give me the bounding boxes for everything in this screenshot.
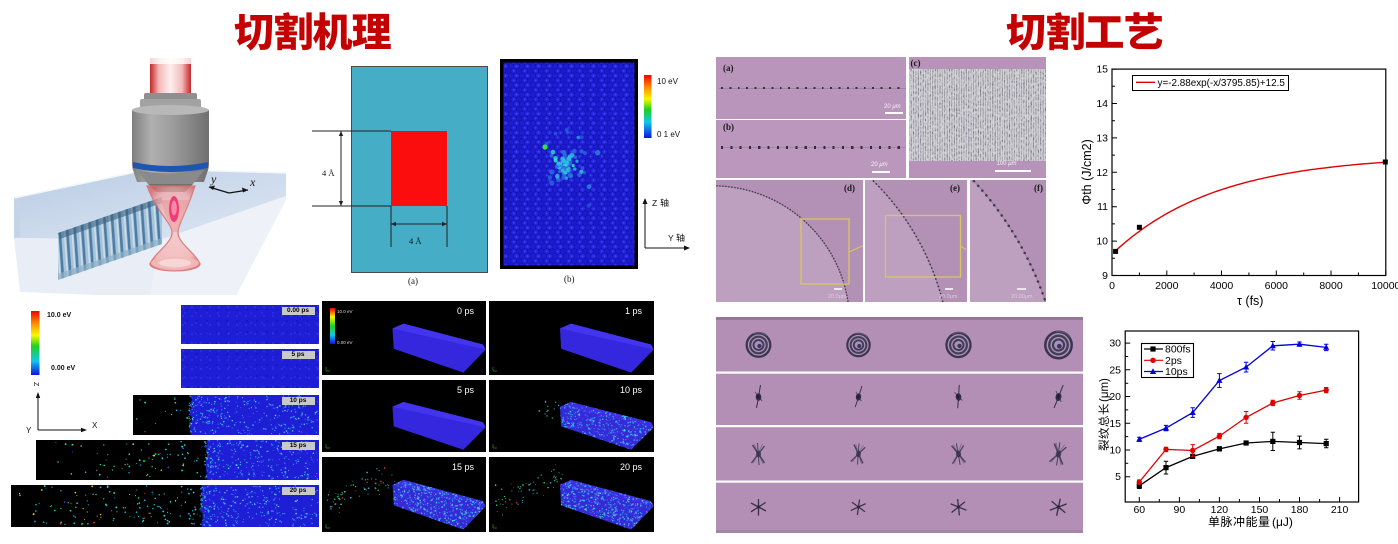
svg-text:60: 60 [1133,504,1145,516]
svg-text:20.00μm: 20.00μm [1011,294,1033,300]
svg-text:(d): (d) [844,183,855,193]
svg-text:Φth (J/cm2): Φth (J/cm2) [1080,139,1094,205]
svg-text:6000: 6000 [1265,280,1289,292]
svg-text:Y: Y [668,233,674,243]
svg-text:0.00 eV: 0.00 eV [337,340,353,345]
svg-text:4 Å: 4 Å [322,168,335,178]
svg-text:12: 12 [1096,167,1108,179]
svg-text:20.0μm: 20.0μm [828,294,847,300]
svg-text:4000: 4000 [1210,280,1234,292]
svg-text:Z: Z [652,198,657,208]
svg-text:10: 10 [1109,445,1121,457]
svg-text:(e): (e) [950,183,960,193]
svg-text:15 ps: 15 ps [452,462,475,472]
svg-text:10.0 eV: 10.0 eV [47,312,71,319]
svg-text:25: 25 [1109,364,1121,376]
svg-text:5: 5 [1115,471,1121,483]
svg-text:(b): (b) [564,274,575,284]
svg-text:10.0 eV: 10.0 eV [337,309,353,314]
svg-text:(f): (f) [1034,183,1043,193]
svg-text:10: 10 [1096,236,1108,248]
svg-text:120: 120 [1211,504,1229,516]
svg-text:20: 20 [1109,391,1121,403]
svg-text:(μm): (μm) [1099,378,1111,402]
svg-text:2ps: 2ps [1165,355,1182,367]
svg-text:0 ps: 0 ps [457,306,475,316]
svg-text:10ps: 10ps [1165,366,1188,378]
svg-text:y=-2.88exp(-x/3795.85)+12.5: y=-2.88exp(-x/3795.85)+12.5 [1158,78,1286,89]
svg-text:180: 180 [1291,504,1309,516]
svg-text:9: 9 [1102,270,1108,282]
svg-text:800fs: 800fs [1165,344,1191,356]
svg-text:11: 11 [1097,201,1108,213]
svg-text:150: 150 [1251,504,1269,516]
svg-text:1 ps: 1 ps [625,306,643,316]
svg-text:y: y [210,172,217,186]
svg-text:4 Å: 4 Å [409,236,422,246]
svg-text:Y: Y [26,426,32,435]
svg-text:15: 15 [1096,64,1108,76]
svg-text:20.0μm: 20.0μm [939,294,958,300]
svg-text:Z: Z [32,382,39,387]
svg-text:20 ps: 20 ps [620,462,643,472]
svg-text:5 ps: 5 ps [457,385,475,395]
svg-text:(μJ): (μJ) [1272,515,1293,529]
svg-text:0 1 eV: 0 1 eV [657,130,681,139]
svg-text:10 eV: 10 eV [657,77,679,86]
svg-text:10 ps: 10 ps [620,385,643,395]
svg-text:x: x [249,175,256,189]
svg-text:10000: 10000 [1371,280,1398,292]
svg-text:τ (fs): τ (fs) [1237,294,1263,308]
svg-text:210: 210 [1331,504,1349,516]
svg-text:X: X [92,421,98,430]
svg-text:15: 15 [1109,418,1121,430]
svg-text:30: 30 [1109,338,1121,350]
svg-text:13: 13 [1096,132,1108,144]
svg-text:2000: 2000 [1155,280,1179,292]
svg-text:0.00 eV: 0.00 eV [51,365,75,372]
svg-text:90: 90 [1174,504,1186,516]
svg-text:14: 14 [1096,98,1108,110]
svg-text:8000: 8000 [1319,280,1343,292]
svg-text:0: 0 [1109,280,1115,292]
